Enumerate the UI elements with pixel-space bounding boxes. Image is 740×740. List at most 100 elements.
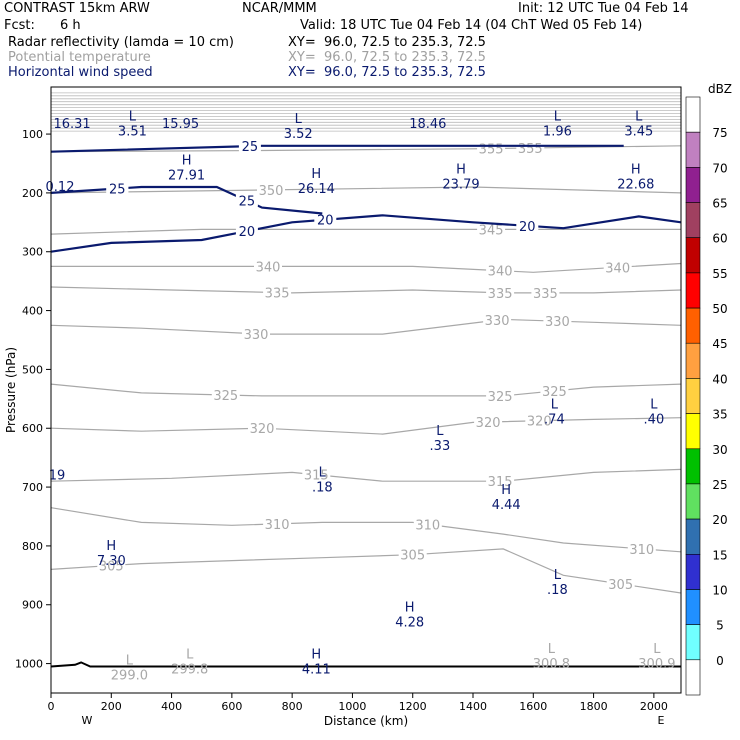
x-tick-label: 1400 bbox=[459, 700, 487, 713]
field-xy-theta: XY= 96.0, 72.5 to 235.3, 72.5 bbox=[288, 50, 486, 65]
colorbar-label: 75 bbox=[712, 126, 727, 140]
x-tick-label: 600 bbox=[221, 700, 242, 713]
theta-contour-label: 305 bbox=[608, 578, 633, 593]
y-tick-label: 800 bbox=[22, 540, 43, 553]
theta-contour-label: 335 bbox=[265, 287, 290, 302]
y-tick-label: 200 bbox=[22, 187, 43, 200]
wind-contour-20 bbox=[51, 214, 681, 253]
extremum-value: 3.52 bbox=[284, 127, 313, 142]
x-tick-label: 200 bbox=[101, 700, 122, 713]
theta-contour-315 bbox=[51, 468, 681, 482]
extremum-kind-H: H bbox=[311, 167, 321, 182]
wind-speed-contours: 20202025252525 bbox=[51, 139, 681, 253]
theta-contour-label: 305 bbox=[99, 560, 124, 575]
theta-label-bg bbox=[263, 516, 292, 530]
colorbar-label: 35 bbox=[712, 408, 727, 422]
theta-contour-305 bbox=[51, 548, 681, 594]
colorbar-swatch bbox=[685, 483, 701, 520]
colorbar-label: 0 bbox=[716, 654, 724, 668]
y-tick-label: 700 bbox=[22, 481, 43, 494]
wind-label-bg bbox=[314, 212, 337, 226]
theta-label-bg bbox=[486, 263, 515, 277]
extremum-value: 22.68 bbox=[617, 177, 654, 192]
colorbar-swatch bbox=[685, 553, 701, 590]
colorbar-swatch bbox=[685, 96, 701, 133]
colorbar-label: 5 bbox=[716, 619, 724, 633]
colorbar-swatch bbox=[685, 624, 701, 661]
ground-surface bbox=[51, 661, 681, 668]
theta-contour-355 bbox=[51, 145, 681, 153]
theta-label-bg bbox=[257, 182, 285, 196]
theta-label-bg bbox=[302, 467, 331, 481]
theta-label-bg bbox=[525, 413, 554, 427]
colorbar-swatch bbox=[685, 307, 701, 344]
theta-contour-350 bbox=[51, 186, 681, 194]
theta-contour-label: 315 bbox=[488, 475, 513, 490]
wind-contour-25 bbox=[51, 144, 624, 153]
x-tick-label: 1600 bbox=[519, 700, 547, 713]
y-tick-label: 1000 bbox=[15, 658, 43, 671]
theta-label-bg bbox=[516, 141, 545, 154]
x-tick-label: 800 bbox=[282, 700, 303, 713]
extremum-value: 19 bbox=[49, 469, 66, 484]
theta-label-bg bbox=[97, 558, 126, 572]
theta-contour-label: 325 bbox=[542, 385, 567, 400]
extremum-kind-L: L bbox=[551, 398, 559, 413]
y-tick-label: 100 bbox=[22, 128, 43, 141]
extremum-value: .74 bbox=[544, 413, 565, 428]
theta-contour-label: 330 bbox=[485, 314, 510, 329]
extremum-kind-H: H bbox=[405, 601, 415, 616]
theta-label-bg bbox=[603, 260, 632, 274]
theta-contour-345 bbox=[51, 228, 681, 235]
theta-contour-label: 320 bbox=[250, 422, 275, 437]
colorbar-swatch bbox=[685, 378, 701, 414]
extremum-value: 4.44 bbox=[492, 498, 521, 513]
theta-contour-330 bbox=[51, 318, 681, 335]
theta-contour-label: 315 bbox=[304, 469, 329, 484]
extremum-kind-H: H bbox=[456, 162, 466, 177]
theta-label-bg bbox=[474, 415, 503, 428]
extremum-value: 23.79 bbox=[442, 177, 479, 192]
wind-contour-label: 25 bbox=[109, 183, 126, 198]
upper-isentrope-bundle bbox=[51, 92, 681, 132]
x-axis-label: Distance (km) bbox=[324, 714, 408, 728]
y-tick-label: 900 bbox=[22, 599, 43, 612]
extremum-value: 299.8 bbox=[171, 663, 208, 678]
colorbar-swatch bbox=[685, 589, 701, 626]
field-xy-wind: XY= 96.0, 72.5 to 235.3, 72.5 bbox=[288, 65, 486, 80]
colorbar-label: 70 bbox=[712, 161, 727, 175]
theta-label-bg bbox=[211, 388, 240, 401]
theta-label-bg bbox=[486, 285, 515, 299]
colorbar-swatch bbox=[685, 272, 701, 309]
colorbar-title: dBZ bbox=[708, 82, 732, 96]
theta-label-bg bbox=[477, 222, 506, 236]
y-tick-label: 400 bbox=[22, 305, 43, 318]
extremum-value: 0.12 bbox=[46, 180, 75, 195]
x-tick-label: 1200 bbox=[399, 700, 427, 713]
valid-time: Valid: 18 UTC Tue 04 Feb 14 (04 ChT Wed … bbox=[300, 18, 643, 33]
wind-contour-label: 25 bbox=[239, 195, 256, 210]
theta-label-bg bbox=[627, 541, 656, 555]
colorbar-swatch bbox=[685, 518, 701, 555]
wind-label-bg bbox=[516, 218, 539, 232]
theta-contour-325 bbox=[51, 383, 681, 397]
colorbar-label: 40 bbox=[712, 372, 727, 386]
theta-contour-label: 310 bbox=[629, 543, 654, 558]
extremum-value: 26.14 bbox=[298, 182, 335, 197]
extremum-kind-L: L bbox=[650, 398, 658, 413]
theta-contour-label: 345 bbox=[479, 223, 504, 238]
extremum-kind-L: L bbox=[126, 654, 134, 669]
theta-label-bg bbox=[540, 383, 569, 397]
axes: 0 200 400 600 800 1000 1200 1400 1600 1800 2000 100… bbox=[4, 128, 668, 728]
colorbar-swatch bbox=[685, 448, 701, 485]
y-axis-label: Pressure (hPa) bbox=[4, 347, 18, 433]
colorbar-label: 15 bbox=[712, 548, 727, 562]
extremum-kind-H: H bbox=[106, 539, 116, 554]
theta-contour-label: 335 bbox=[488, 287, 513, 302]
extremum-value: .18 bbox=[547, 583, 568, 598]
theta-contour-label: 335 bbox=[533, 287, 558, 302]
theta-contour-label: 310 bbox=[415, 518, 440, 533]
x-tick-label: 1800 bbox=[580, 700, 608, 713]
colorbar-label: 65 bbox=[712, 197, 727, 211]
colorbar-swatch bbox=[685, 237, 701, 274]
